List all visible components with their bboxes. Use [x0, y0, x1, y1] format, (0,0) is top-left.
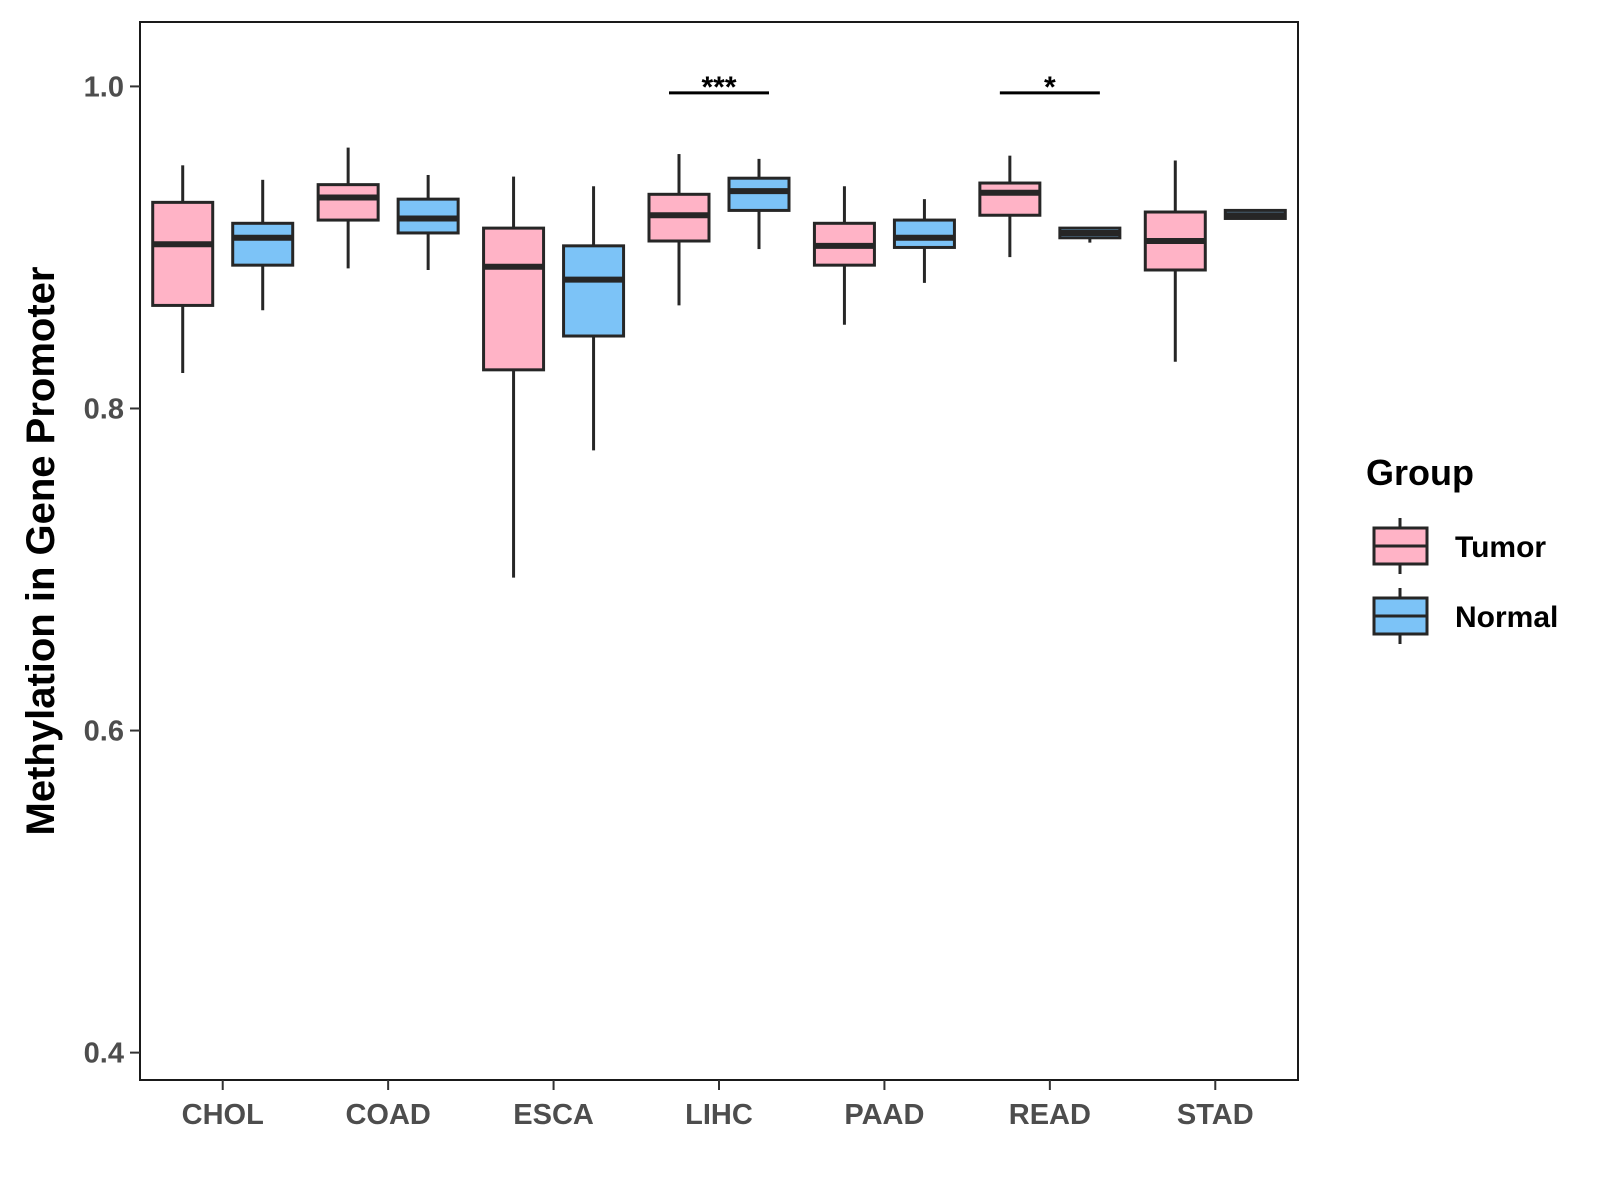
significance-label: ***	[701, 71, 736, 104]
box-tumor-stad	[1143, 160, 1207, 362]
box-normal-paad	[892, 199, 956, 283]
legend-title: Group	[1366, 452, 1474, 493]
box-normal-stad	[1223, 208, 1287, 220]
legend-label-normal: Normal	[1455, 601, 1558, 634]
legend-key-tumor	[1372, 518, 1429, 574]
x-tick-label-coad: COAD	[345, 1099, 430, 1131]
box-normal-lihc	[727, 158, 791, 250]
box-iqr	[978, 181, 1042, 217]
x-axis: CHOL COAD ESCA LIHC PAAD READ STAD	[182, 1080, 1254, 1131]
x-tick-label-esca: ESCA	[513, 1099, 594, 1131]
box-tumor-lihc	[647, 154, 711, 306]
box-normal-read	[1058, 226, 1122, 243]
box-iqr	[727, 176, 791, 212]
y-axis: 0.4 0.6 0.8 1.0	[84, 71, 140, 1070]
x-tick-label-lihc: LIHC	[685, 1099, 753, 1131]
box-tumor-coad	[316, 147, 380, 269]
box-tumor-chol	[151, 165, 215, 374]
y-tick-label: 1.0	[84, 71, 124, 103]
legend-label-tumor: Tumor	[1455, 531, 1546, 564]
legend-key-normal	[1372, 588, 1429, 644]
x-tick-label-read: READ	[1009, 1099, 1091, 1131]
y-axis-title: Methylation in Gene Promoter	[19, 267, 63, 836]
box-tumor-esca	[482, 176, 546, 578]
y-tick-label: 0.4	[84, 1038, 124, 1070]
box-iqr	[892, 218, 956, 249]
annotations-layer: *** *	[669, 71, 1100, 104]
box-normal-esca	[562, 186, 626, 451]
box-iqr	[231, 221, 295, 267]
box-iqr	[316, 183, 380, 222]
box-iqr	[151, 200, 215, 307]
x-tick-label-chol: CHOL	[182, 1099, 264, 1131]
box-tumor-paad	[812, 186, 876, 325]
box-normal-coad	[396, 174, 460, 270]
box-iqr	[482, 226, 546, 372]
legend: Group Tumor Normal	[1366, 452, 1558, 644]
y-tick-label: 0.6	[84, 716, 124, 748]
box-normal-chol	[231, 179, 295, 311]
boxes-layer	[151, 147, 1287, 578]
plot-panel-border	[139, 21, 1299, 1081]
significance-label: *	[1044, 71, 1056, 104]
x-tick-label-stad: STAD	[1177, 1099, 1254, 1131]
significance-read: *	[999, 71, 1100, 104]
y-tick-label: 0.8	[84, 393, 124, 425]
box-iqr	[562, 244, 626, 338]
x-tick-label-paad: PAAD	[844, 1099, 924, 1131]
box-tumor-read	[978, 155, 1042, 258]
significance-lihc: ***	[669, 71, 769, 104]
